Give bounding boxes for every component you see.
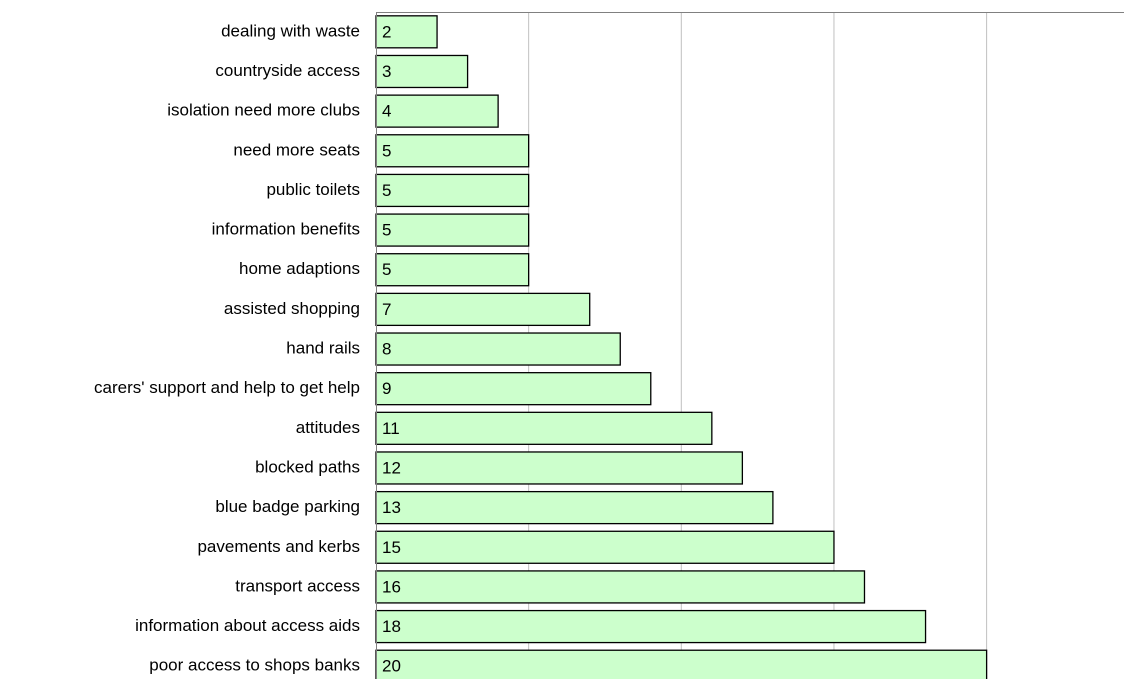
value-label: 5 — [382, 181, 391, 200]
y-tick-label: hand rails — [286, 339, 360, 358]
value-label: 5 — [382, 260, 391, 279]
bar — [375, 570, 866, 604]
value-label: 2 — [382, 22, 391, 41]
bar — [375, 292, 591, 327]
value-label: 5 — [382, 221, 391, 240]
value-label: 7 — [382, 300, 391, 319]
value-label: 11 — [382, 419, 400, 438]
value-label: 13 — [382, 498, 401, 517]
y-tick-label: isolation need more clubs — [167, 101, 360, 120]
bar — [375, 649, 988, 679]
bar — [375, 490, 774, 525]
bar — [375, 173, 530, 208]
bar — [375, 332, 621, 366]
value-label: 9 — [382, 379, 391, 398]
y-tick-label: home adaptions — [239, 259, 360, 278]
y-tick-label: dealing with waste — [221, 21, 360, 40]
bar — [375, 15, 438, 49]
value-label: 18 — [382, 617, 401, 636]
value-label: 5 — [382, 141, 391, 160]
value-label: 16 — [382, 577, 401, 596]
bar — [375, 609, 927, 644]
y-tick-label: assisted shopping — [224, 299, 360, 318]
value-label: 3 — [382, 62, 391, 81]
bar — [375, 451, 744, 485]
y-tick-label: blocked paths — [255, 457, 360, 476]
bar — [375, 134, 530, 168]
bar — [375, 411, 713, 445]
value-label: 20 — [382, 657, 401, 676]
bar — [375, 94, 499, 128]
y-tick-label: public toilets — [266, 180, 360, 199]
bar — [375, 372, 652, 406]
y-tick-label: attitudes — [296, 418, 360, 437]
y-tick-label: transport access — [235, 576, 360, 595]
y-tick-label: information benefits — [212, 220, 360, 239]
y-tick-label: poor access to shops banks — [149, 656, 360, 675]
y-tick-label: pavements and kerbs — [197, 537, 360, 556]
y-tick-label: carers' support and help to get help — [94, 378, 360, 397]
y-tick-label: need more seats — [233, 140, 360, 159]
value-label: 12 — [382, 458, 401, 477]
value-label: 4 — [382, 102, 391, 121]
bar — [375, 530, 835, 564]
y-tick-label: blue badge parking — [215, 497, 360, 516]
y-tick-label: countryside access — [215, 61, 360, 80]
y-tick-label: information about access aids — [135, 616, 360, 635]
value-label: 8 — [382, 340, 391, 359]
value-label: 15 — [382, 538, 401, 557]
bar — [375, 213, 530, 247]
bar — [375, 253, 530, 287]
